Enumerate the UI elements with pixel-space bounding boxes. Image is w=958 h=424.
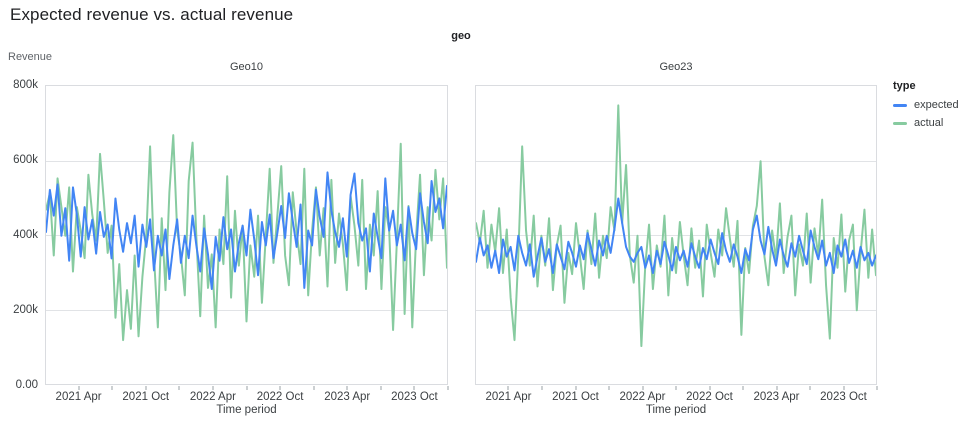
actual-line-swatch-icon: [893, 121, 907, 125]
x-axis-geo23: 2021 Apr 2021 Oct 2022 Apr 2022 Oct 2023 Apr…: [475, 386, 878, 408]
x-tick-mark: [575, 386, 576, 390]
x-tick-mark: [178, 386, 180, 390]
x-axis-title-geo23: Time period: [645, 404, 707, 416]
x-tick-label: 2021 Oct: [552, 391, 599, 403]
legend-item-actual[interactable]: actual: [893, 117, 958, 129]
x-tick-label: 2022 Oct: [256, 391, 304, 403]
x-tick-mark: [111, 386, 113, 390]
facet-title-geo23: Geo23: [659, 61, 693, 73]
x-tick-mark: [742, 386, 744, 390]
legend: type expected actual: [893, 80, 958, 135]
x-tick-label: 2021 Apr: [55, 391, 102, 403]
y-tick-600k: 600k: [13, 154, 38, 166]
line-chart-geo10[interactable]: [46, 86, 447, 384]
x-tick-mark: [313, 386, 315, 390]
x-tick-label: 2022 Apr: [619, 391, 666, 403]
gridline-400k: [46, 235, 447, 236]
gridline-400k: [476, 235, 876, 236]
facet-title-geo10: Geo10: [229, 61, 264, 73]
gridline-600k: [46, 160, 447, 162]
x-tick-mark: [507, 386, 509, 390]
x-tick-mark: [279, 386, 281, 390]
expected-line-swatch-icon: [893, 103, 907, 107]
legend-label-expected: expected: [914, 99, 958, 111]
y-tick-0: 0.00: [15, 379, 38, 391]
x-tick-mark: [212, 386, 214, 390]
gridline-200k: [476, 309, 876, 311]
x-tick-mark: [776, 386, 777, 390]
chart-title: Expected revenue vs. actual revenue: [10, 5, 294, 24]
x-tick-mark: [346, 386, 348, 390]
y-axis-title: Revenue: [8, 51, 53, 63]
chart-panel-geo10: [45, 85, 448, 385]
legend-label-actual: actual: [914, 117, 944, 129]
y-tick-200k: 200k: [13, 304, 38, 316]
x-tick-label: 2023 Oct: [391, 391, 438, 403]
gridline-600k: [476, 160, 876, 162]
x-tick-mark: [608, 386, 610, 390]
legend-title: type: [893, 80, 916, 92]
x-tick-mark: [447, 386, 449, 390]
x-axis-title-geo10: Time period: [216, 404, 277, 416]
x-tick-mark: [145, 386, 147, 390]
series-line-expected[interactable]: [46, 171, 447, 291]
y-tick-800k: 800k: [13, 79, 38, 91]
x-tick-mark: [413, 386, 415, 390]
x-tick-mark: [78, 386, 80, 390]
x-tick-mark: [809, 386, 811, 390]
x-tick-mark: [675, 386, 677, 390]
series-line-actual[interactable]: [476, 104, 876, 348]
x-tick-mark: [876, 386, 878, 390]
x-tick-mark: [843, 386, 844, 390]
x-tick-mark: [541, 386, 543, 390]
line-chart-geo23[interactable]: [476, 86, 876, 384]
chart-panel-geo23: [475, 85, 877, 385]
series-line-expected[interactable]: [476, 197, 876, 278]
x-tick-label: 2023 Oct: [820, 391, 867, 403]
x-tick-label: 2022 Oct: [686, 391, 733, 403]
x-tick-label: 2021 Oct: [122, 391, 170, 403]
x-tick-mark: [380, 386, 382, 390]
x-axis-geo10: 2021 Apr 2021 Oct 2022 Apr 2022 Oct 2023 Apr…: [45, 386, 449, 408]
x-tick-label: 2023 Apr: [753, 391, 800, 403]
x-tick-label: 2023 Apr: [324, 391, 371, 403]
x-tick-label: 2022 Apr: [189, 391, 236, 403]
series-line-actual[interactable]: [46, 134, 447, 342]
y-tick-400k: 400k: [13, 229, 38, 241]
x-tick-mark: [709, 386, 710, 390]
facet-field-label: geo: [451, 30, 471, 42]
x-tick-mark: [246, 386, 247, 390]
x-tick-label: 2021 Apr: [485, 391, 532, 403]
x-tick-mark: [642, 386, 643, 390]
legend-item-expected[interactable]: expected: [893, 99, 958, 111]
